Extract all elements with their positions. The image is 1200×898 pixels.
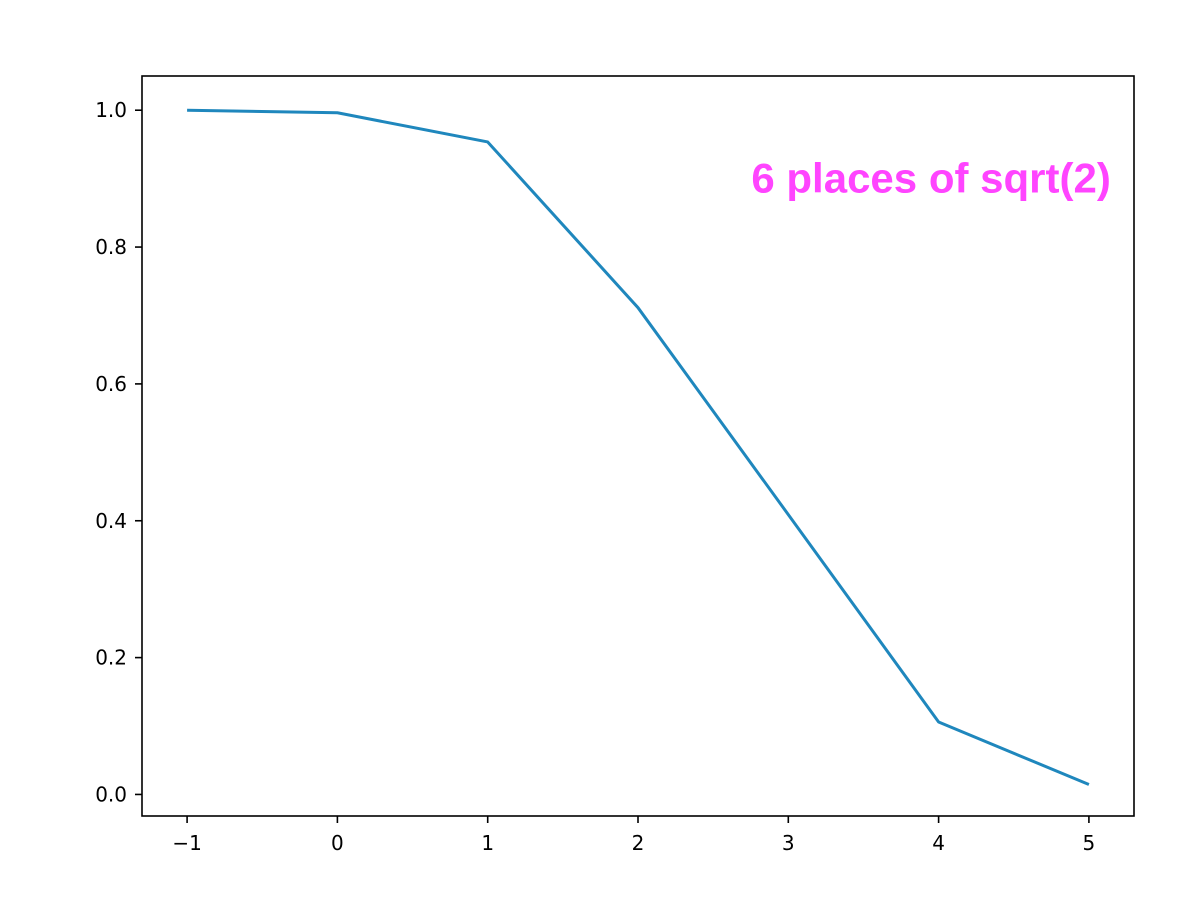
chart-annotation: 6 places of sqrt(2) [751, 154, 1110, 201]
series-line [187, 108, 1090, 786]
series-layer [187, 108, 1090, 786]
x-tick-label: 0 [331, 831, 344, 855]
x-axis: −1 0 1 2 3 4 5 [172, 816, 1095, 855]
y-tick-label: 1.0 [95, 98, 127, 122]
y-tick-label: 0.4 [95, 509, 127, 533]
x-tick-label: 3 [782, 831, 795, 855]
x-tick-label: 1 [481, 831, 494, 855]
x-tick-label: −1 [172, 831, 201, 855]
plot-frame [141, 75, 1135, 817]
y-axis: 0.0 0.2 0.4 0.6 0.8 1.0 [95, 98, 142, 806]
x-tick-label: 5 [1083, 831, 1096, 855]
x-tick-label: 4 [932, 831, 945, 855]
y-tick-label: 0.8 [95, 235, 127, 259]
y-tick-label: 0.2 [95, 646, 127, 670]
plot-area [142, 76, 1134, 816]
x-tick-label: 2 [632, 831, 645, 855]
y-tick-label: 0.0 [95, 782, 127, 806]
y-tick-label: 0.6 [95, 372, 127, 396]
